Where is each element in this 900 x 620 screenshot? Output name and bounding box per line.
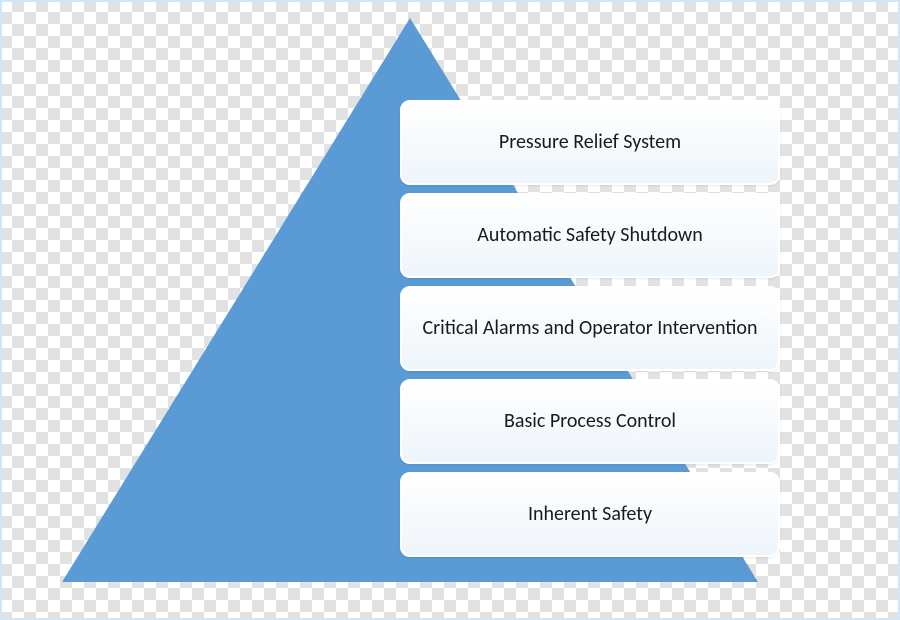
layer-label: Inherent Safety bbox=[528, 502, 652, 527]
layer-box-stack: Pressure Relief System Automatic Safety … bbox=[400, 100, 780, 557]
layer-label: Automatic Safety Shutdown bbox=[477, 223, 702, 248]
layer-box-1: Automatic Safety Shutdown bbox=[400, 193, 780, 278]
layer-box-4: Inherent Safety bbox=[400, 472, 780, 557]
layer-label: Basic Process Control bbox=[504, 409, 676, 434]
layer-label: Critical Alarms and Operator Interventio… bbox=[423, 316, 758, 341]
layer-box-2: Critical Alarms and Operator Interventio… bbox=[400, 286, 780, 371]
layer-box-0: Pressure Relief System bbox=[400, 100, 780, 185]
diagram-stage: Pressure Relief System Automatic Safety … bbox=[0, 0, 900, 620]
layer-box-3: Basic Process Control bbox=[400, 379, 780, 464]
layer-label: Pressure Relief System bbox=[499, 130, 681, 155]
